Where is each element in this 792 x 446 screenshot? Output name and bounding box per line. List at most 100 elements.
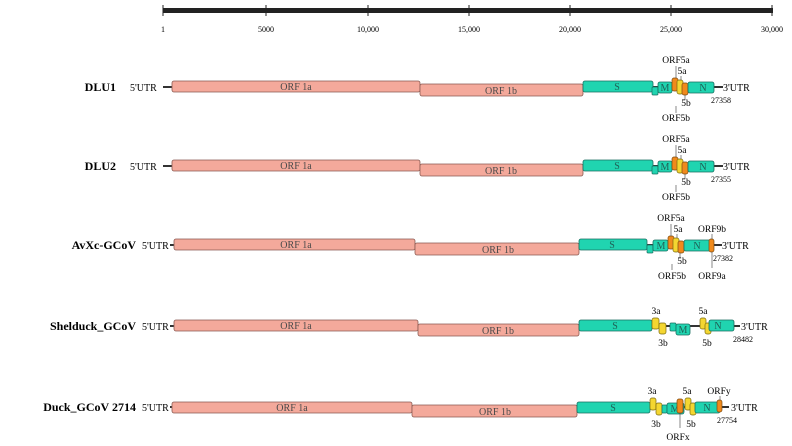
n-gene-box	[708, 319, 735, 332]
scale-tick-label: 20,000	[559, 25, 581, 34]
m-gene-label: M	[657, 241, 666, 252]
orf1a-label: ORF 1a	[280, 321, 312, 332]
utr5-label: 5'UTR	[142, 403, 169, 414]
orfy-box	[716, 399, 723, 413]
m-gene-label: M	[679, 325, 688, 336]
genome-row-dlu2: DLU2 5'UTR ORF 1a ORF 1b S M N ORF5a 5a …	[85, 135, 750, 203]
orf5b-box	[681, 161, 689, 175]
orf3a-box	[649, 397, 657, 411]
n-gene-label: N	[703, 403, 710, 414]
genome-row-dlu1: DLU1 5'UTR ORF 1a ORF 1b S M N ORF5a 5a …	[85, 56, 750, 124]
label-5a: 5a	[699, 307, 709, 317]
label-orf9a: ORF9a	[698, 272, 726, 282]
genome-row-shelduck-gcov: Shelduck_GCoV 5'UTR ORF 1a ORF 1b S M N …	[50, 307, 768, 349]
s-gene-label: S	[612, 321, 618, 332]
n-gene-label: N	[699, 83, 706, 94]
scale-tick-label: 30,000	[761, 25, 783, 34]
orf3b-box	[655, 402, 663, 416]
scale-tick-label: 1	[161, 25, 165, 34]
n-gene-label: N	[699, 162, 706, 173]
label-5b: 5b	[681, 178, 691, 188]
s-gene-label: S	[609, 240, 615, 251]
orf3a-box	[651, 317, 660, 330]
scale-tick-5000: 5000	[258, 5, 274, 34]
scale-tick-label: 15,000	[458, 25, 480, 34]
orf1b-label: ORF 1b	[485, 166, 517, 177]
label-orf9b: ORF9b	[698, 225, 726, 235]
orf1b-label: ORF 1b	[485, 86, 517, 97]
scale-tick-15000: 15,000	[458, 5, 480, 34]
e-gene-box	[669, 322, 677, 332]
orf1b-label: ORF 1b	[482, 326, 514, 337]
genome-length: 27358	[711, 96, 731, 105]
label-orfy: ORFy	[707, 387, 730, 397]
scale-tick-1: 1	[161, 5, 165, 34]
orf9a-box	[708, 238, 715, 253]
label-5a: 5a	[674, 225, 684, 235]
s-gene-label: S	[614, 161, 620, 172]
genome-row-duck-gcov-2714: Duck_GCoV 2714 5'UTR ORF 1a ORF 1b S M N…	[43, 387, 758, 443]
orf1a-label: ORF 1a	[280, 82, 312, 93]
scale-tick-label: 25,000	[660, 25, 682, 34]
orf1b-label: ORF 1b	[482, 245, 514, 256]
e-gene-box	[651, 86, 659, 96]
e-gene-box	[651, 165, 659, 175]
s-gene-box	[578, 238, 648, 251]
label-5a: 5a	[678, 146, 688, 156]
utr5-label: 5'UTR	[142, 241, 169, 252]
utr5-label: 5'UTR	[142, 322, 169, 333]
label-orf5b: ORF5b	[662, 114, 690, 124]
n-gene-box	[687, 81, 715, 94]
utr5-label: 5'UTR	[130, 83, 157, 94]
n-gene-label: N	[714, 321, 721, 332]
label-5b: 5b	[677, 257, 687, 267]
orf3b-box	[658, 322, 667, 335]
m-gene-label: M	[671, 404, 680, 415]
scale-tick-label: 10,000	[357, 25, 379, 34]
orf5b-box	[681, 82, 689, 96]
m-gene-label: M	[661, 162, 670, 173]
genome-length: 28482	[733, 335, 753, 344]
orf5b-box	[677, 240, 685, 254]
n-gene-label: N	[693, 241, 700, 252]
genome-name: AvXc-GCoV	[72, 238, 137, 252]
genome-name: DLU1	[85, 80, 116, 94]
label-orf5a: ORF5a	[662, 56, 690, 66]
label-5b: 5b	[702, 339, 712, 349]
m-gene-box	[675, 323, 691, 336]
genome-row-avxc-gcov: AvXc-GCoV 5'UTR ORF 1a ORF 1b S M N ORF5…	[72, 214, 750, 282]
genome-name: Duck_GCoV 2714	[43, 400, 136, 414]
label-3a: 3a	[652, 307, 662, 317]
scale-tick-20000: 20,000	[559, 5, 581, 34]
orf1b-label: ORF 1b	[479, 407, 511, 418]
scale-tick-30000: 30,000	[761, 5, 783, 34]
label-5b: 5b	[686, 420, 696, 430]
label-5a: 5a	[678, 67, 688, 77]
n-gene-box	[687, 160, 715, 173]
genome-length: 27382	[713, 254, 733, 263]
label-orf5a: ORF5a	[662, 135, 690, 145]
scale-bar-line	[163, 8, 773, 13]
label-3b: 3b	[651, 420, 661, 430]
orf1a-label: ORF 1a	[280, 240, 312, 251]
label-3a: 3a	[648, 387, 658, 397]
utr3-label: 3'UTR	[723, 83, 750, 94]
utr3-label: 3'UTR	[723, 162, 750, 173]
label-3b: 3b	[658, 339, 668, 349]
scale-tick-25000: 25,000	[660, 5, 682, 34]
utr3-label: 3'UTR	[722, 241, 749, 252]
genome-name: DLU2	[85, 159, 116, 173]
s-gene-box	[582, 80, 654, 93]
orf1a-label: ORF 1a	[280, 161, 312, 172]
utr3-label: 3'UTR	[731, 403, 758, 414]
e-gene-box	[661, 404, 668, 414]
scale-bar: 1 5000 10,000 15,000 20,000 25,000 30,00…	[161, 5, 783, 34]
utr5-label: 5'UTR	[130, 162, 157, 173]
genome-length: 27355	[711, 175, 731, 184]
label-orfx: ORFx	[666, 433, 689, 443]
s-gene-label: S	[614, 82, 620, 93]
label-5a: 5a	[683, 387, 693, 397]
scale-tick-10000: 10,000	[357, 5, 379, 34]
utr3-label: 3'UTR	[741, 322, 768, 333]
